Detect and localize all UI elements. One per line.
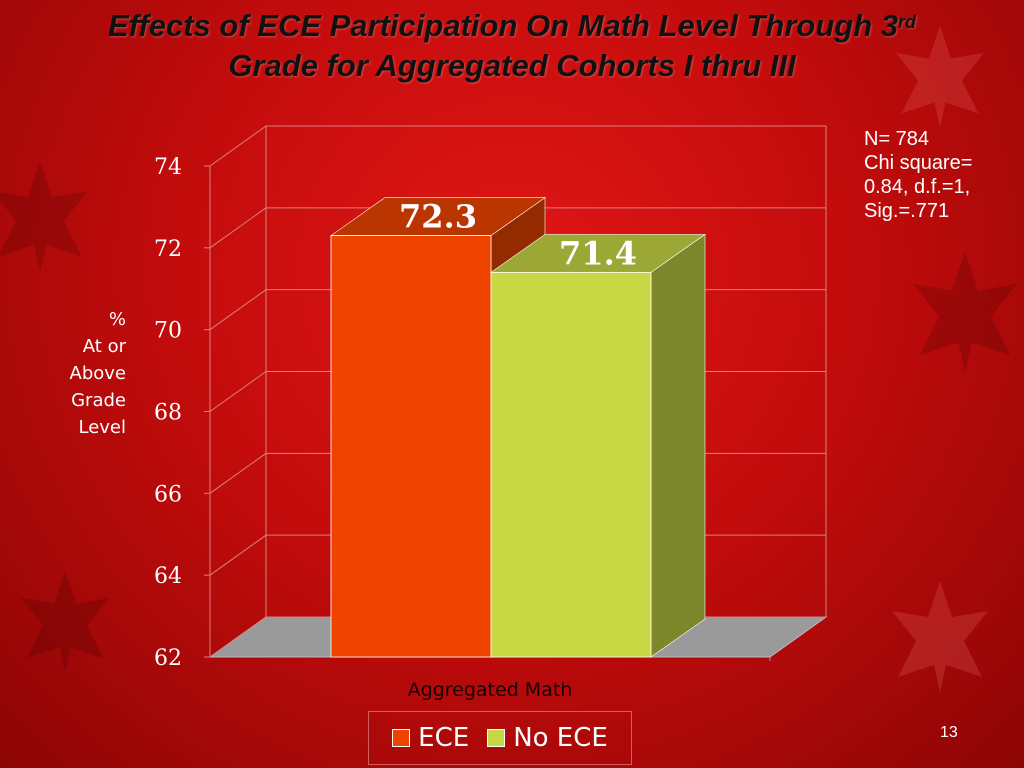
legend-label-no-ece: No ECE — [513, 723, 608, 753]
y-axis-label-line: At or — [82, 336, 126, 357]
leaf-decoration — [896, 25, 984, 128]
stat-line: N= 784 — [864, 128, 930, 150]
y-axis-label-line: % — [108, 309, 126, 330]
slide-title: Effects of ECE Participation On Math Lev… — [30, 6, 994, 86]
y-axis-label: % At or Above Grade Level — [40, 306, 126, 441]
gridline-depth — [209, 534, 267, 576]
y-axis-label-line: Grade — [71, 390, 126, 411]
legend-item-no-ece: No ECE — [487, 723, 608, 753]
gridline-depth — [209, 371, 267, 412]
stat-line: Sig.=.771 — [864, 200, 950, 222]
bar-ece — [330, 235, 492, 658]
y-tick-label: 74 — [154, 155, 182, 180]
leaf-decoration — [913, 251, 1017, 373]
leaf-decoration — [892, 581, 988, 693]
legend-swatch-no-ece — [487, 729, 506, 747]
bar-side-1 — [650, 233, 706, 658]
y-axis-label-line: Above — [69, 363, 126, 384]
chart-legend: ECE No ECE — [368, 711, 632, 765]
y-tick-label: 72 — [154, 237, 182, 262]
gridline-depth — [209, 452, 267, 494]
y-tick-label: 62 — [154, 646, 182, 671]
y-tick-label: 70 — [154, 319, 182, 344]
y-tick-label: 68 — [154, 401, 182, 426]
leaf-decoration — [0, 161, 88, 273]
title-line2: Grade for Aggregated Cohorts I thru III — [228, 48, 796, 83]
y-tick-label: 64 — [154, 564, 182, 589]
y-axis-label-line: Level — [78, 417, 126, 438]
legend-swatch-ece — [392, 729, 411, 747]
gridline-depth — [209, 207, 267, 249]
gridline-depth — [209, 616, 267, 658]
title-superscript: rd — [898, 12, 917, 32]
legend-label-ece: ECE — [418, 723, 470, 753]
stat-line: Chi square= — [864, 152, 973, 174]
x-axis-label: Aggregated Math — [408, 679, 573, 701]
gridline-depth — [209, 125, 267, 167]
gridline-depth — [209, 289, 267, 331]
y-tick-label: 66 — [154, 482, 182, 507]
data-label: 71.4 — [559, 234, 637, 272]
legend-item-ece: ECE — [392, 723, 469, 753]
stat-line: 0.84, d.f.=1, — [864, 176, 971, 198]
title-line1: Effects of ECE Participation On Math Lev… — [107, 8, 899, 43]
bar-no-ece — [490, 271, 652, 658]
page-number: 13 — [940, 724, 958, 741]
data-label: 72.3 — [399, 198, 477, 236]
stats-annotation: N= 784 Chi square= 0.84, d.f.=1, Sig.=.7… — [864, 127, 1014, 223]
leaf-decoration — [21, 570, 109, 673]
